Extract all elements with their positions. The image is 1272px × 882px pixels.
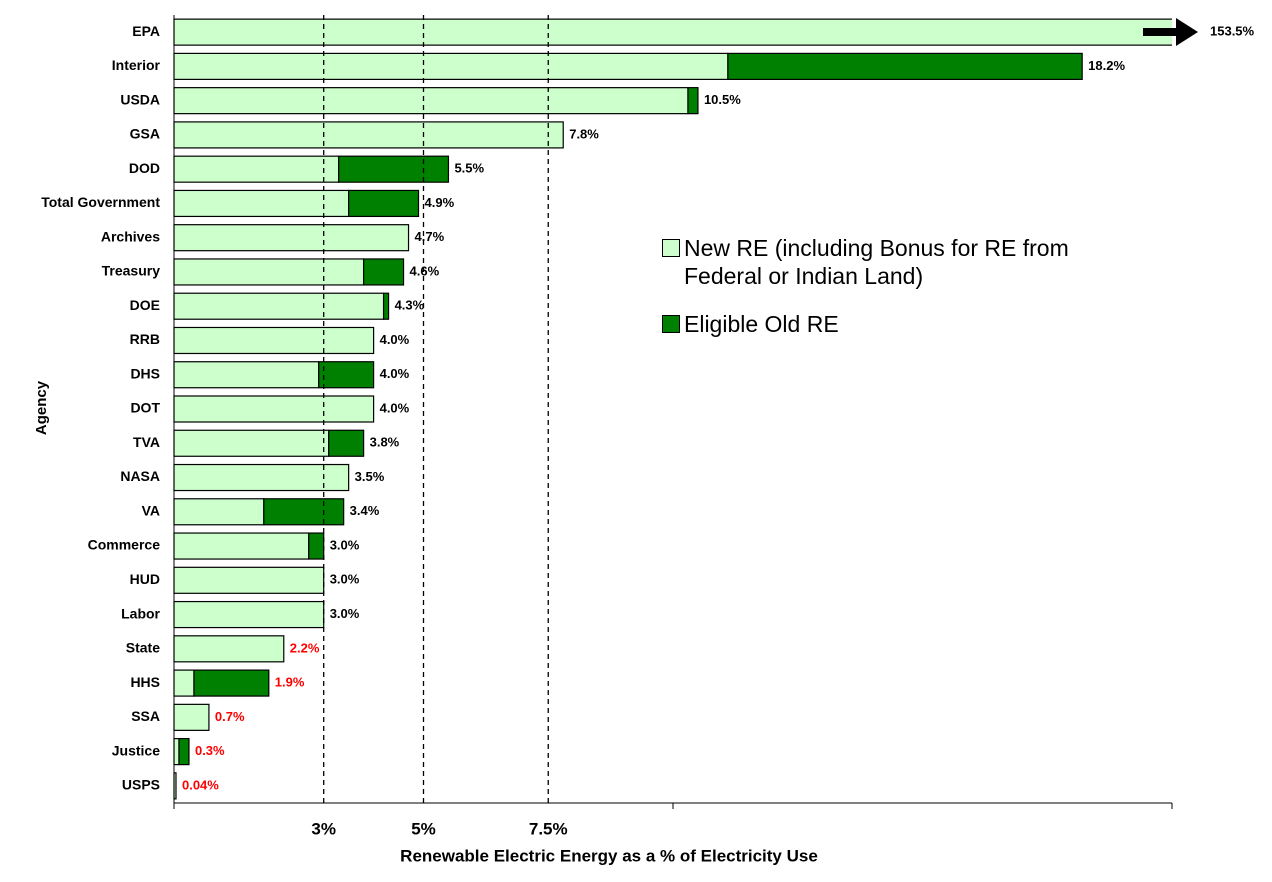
bar-segment: [263, 498, 345, 526]
value-label: 3.5%: [355, 469, 385, 484]
bar-segment: [382, 292, 390, 320]
bar-segment: [173, 258, 365, 286]
value-label: 4.0%: [380, 332, 410, 347]
value-label: 10.5%: [704, 92, 741, 107]
y-tick-label: Commerce: [88, 537, 161, 553]
bar-segment: [173, 600, 325, 629]
x-axis-title: Renewable Electric Energy as a % of Elec…: [400, 846, 818, 865]
y-tick-label: VA: [142, 502, 160, 518]
bar-segment: [727, 52, 1083, 80]
value-label: 4.6%: [410, 263, 440, 278]
y-tick-label: EPA: [132, 23, 160, 39]
value-label: 3.4%: [350, 503, 380, 518]
bar-segment: [173, 738, 180, 766]
legend-item: Eligible Old RE: [662, 310, 1122, 338]
bar-segment: [173, 18, 1172, 46]
y-tick-label: DOT: [130, 400, 160, 416]
reference-label: 5%: [411, 819, 436, 838]
value-label: 4.9%: [425, 195, 455, 210]
y-tick-label: Treasury: [102, 263, 161, 279]
bar-segment: [173, 429, 330, 457]
bar-segment: [173, 326, 375, 355]
y-tick-label: Total Government: [41, 194, 160, 210]
value-label: 4.0%: [380, 400, 410, 415]
y-tick-label: USPS: [122, 777, 160, 793]
y-tick-label: DOD: [129, 160, 160, 176]
y-tick-label: NASA: [120, 468, 160, 484]
bar-segment: [173, 463, 350, 492]
value-label: 4.3%: [395, 298, 425, 313]
value-label: 0.04%: [182, 777, 219, 792]
value-label: 7.8%: [569, 126, 599, 141]
overflow-arrow: [1143, 18, 1198, 46]
bar-segment: [338, 155, 450, 183]
bar-segment: [687, 87, 699, 115]
bar-segment: [348, 189, 420, 218]
bars: [173, 18, 1172, 800]
y-tick-label: State: [126, 640, 160, 656]
value-label: 4.7%: [415, 229, 445, 244]
y-tick-label: DHS: [130, 365, 160, 381]
bar-segment: [173, 52, 729, 80]
legend: New RE (including Bonus for RE from Fede…: [662, 234, 1122, 358]
value-label: 1.9%: [275, 675, 305, 690]
value-label: 3.0%: [330, 537, 360, 552]
y-tick-label: Justice: [112, 742, 160, 758]
legend-swatch: [662, 239, 680, 257]
bar-segment: [318, 361, 375, 389]
value-label: 153.5%: [1210, 24, 1255, 39]
legend-label: New RE (including Bonus for RE from Fede…: [684, 235, 1069, 289]
y-tick-label: DOE: [130, 297, 160, 313]
y-tick-label: RRB: [130, 331, 160, 347]
value-label: 0.7%: [215, 709, 245, 724]
value-label: 5.5%: [454, 161, 484, 176]
y-tick-label: HHS: [130, 674, 160, 690]
bar-segment: [173, 532, 310, 560]
bar-segment: [308, 532, 325, 560]
bar-segment: [173, 498, 265, 526]
bar-segment: [173, 361, 320, 389]
value-label: 18.2%: [1088, 58, 1125, 73]
bar-segment: [178, 738, 190, 766]
reference-label: 7.5%: [529, 819, 568, 838]
y-tick-label: Labor: [121, 605, 160, 621]
legend-item: New RE (including Bonus for RE from Fede…: [662, 234, 1122, 290]
y-tick-label: SSA: [131, 708, 160, 724]
bar-segment: [173, 566, 325, 594]
y-axis-title: Agency: [33, 380, 50, 435]
y-tick-label: HUD: [130, 571, 160, 587]
bar-segment: [363, 258, 405, 286]
bar-segment: [173, 635, 285, 663]
bar-segment: [173, 155, 340, 183]
legend-label: Eligible Old RE: [684, 311, 839, 337]
y-tick-label: Archives: [101, 228, 160, 244]
bar-segment: [173, 292, 385, 320]
bar-segment: [173, 87, 689, 115]
legend-swatch: [662, 315, 680, 333]
bar-segment: [173, 121, 564, 149]
bar-segment: [173, 703, 210, 731]
value-label: 2.2%: [290, 640, 320, 655]
value-label: 0.3%: [195, 743, 225, 758]
value-label: 4.0%: [380, 366, 410, 381]
bar-segment: [328, 429, 365, 457]
bar-segment: [173, 189, 350, 218]
y-tick-label: USDA: [120, 91, 160, 107]
y-tick-label: TVA: [133, 434, 160, 450]
bar-segment: [173, 669, 195, 697]
value-label: 3.0%: [330, 572, 360, 587]
y-tick-label: GSA: [130, 126, 160, 142]
bar-segment: [173, 224, 410, 252]
bar-segment: [193, 669, 270, 697]
y-tick-label: Interior: [112, 57, 161, 73]
reference-label: 3%: [311, 819, 336, 838]
bar-segment: [173, 395, 375, 423]
value-label: 3.0%: [330, 606, 360, 621]
value-label: 3.8%: [370, 435, 400, 450]
